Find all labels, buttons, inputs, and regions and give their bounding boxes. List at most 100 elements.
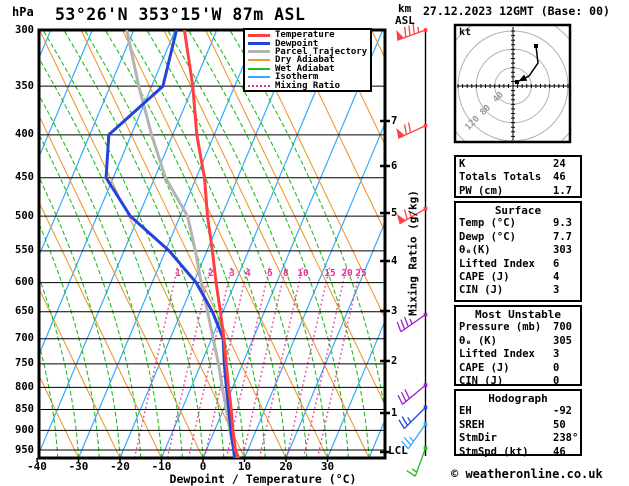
- km-tick-label: 6: [391, 159, 398, 172]
- panel-row-value: 0: [553, 361, 560, 374]
- wet-adiabat-line: [39, 222, 100, 458]
- isotherm-line: [202, 30, 384, 458]
- chart-background: [39, 30, 629, 458]
- panel-row: PW (cm) 1.7: [459, 185, 577, 198]
- panel-row-label: θₑ (K): [459, 334, 497, 347]
- temperature-tick-label: 10: [237, 460, 252, 473]
- dewpoint-curve: [104, 30, 236, 458]
- wet-adiabat-line: [84, 30, 246, 458]
- wet-adiabat-line: [39, 175, 121, 458]
- panel-row-value: 238°: [553, 432, 579, 445]
- mixing-ratio-value-label: 25: [355, 268, 367, 279]
- panel-row-label: StmSpd (kt): [459, 445, 529, 458]
- plot-frame: [37, 28, 387, 460]
- wind-barb: [396, 312, 428, 333]
- panel-row: CIN (J) 3: [459, 284, 577, 297]
- dry-adiabat-line: [246, 30, 385, 320]
- wet-adiabat-line: [125, 30, 287, 458]
- mixing-ratio-value-label: 5: [267, 268, 273, 279]
- panel-row-value: 4: [553, 270, 560, 283]
- panel-most-unstable: Most Unstable Pressure (mb) 700 θₑ (K) 305 Li…: [454, 305, 582, 387]
- temperature-tick-label: 20: [279, 460, 293, 473]
- dry-adiabat-line: [579, 30, 629, 458]
- panel-row-value: 303: [553, 244, 572, 257]
- panel-row: Totals Totals 46: [459, 171, 577, 184]
- panel-row: StmSpd (kt) 46: [459, 446, 577, 459]
- wet-adiabat-line: [167, 30, 329, 458]
- wet-adiabat-line: [39, 57, 183, 458]
- mixing-ratio-line: [285, 264, 331, 458]
- temperature-curve: [182, 30, 241, 458]
- mixing-ratio-value-label: 4: [245, 268, 251, 279]
- wind-barb: [396, 23, 428, 41]
- isotherm-line: [326, 319, 385, 458]
- x-axis-label: Dewpoint / Temperature (°C): [169, 472, 357, 486]
- mixing-ratio-line: [187, 264, 233, 458]
- wet-adiabat-line: [63, 30, 225, 458]
- panel-row: Dewp (°C) 7.7: [459, 231, 577, 244]
- hodograph-arrow: [518, 74, 528, 82]
- pressure-tick-label: 350: [15, 79, 34, 92]
- mixing-ratio-value-label: 10: [297, 268, 309, 279]
- km-tick-label: 2: [391, 354, 398, 367]
- panel-hodograph-stats: Hodograph EH -92 SREH 50 StmDir 238° StmSpd (kt…: [454, 389, 582, 459]
- hodograph-frame: [453, 23, 572, 144]
- pressure-tick-label: 750: [15, 357, 34, 370]
- panel-row: CAPE (J) 0: [459, 362, 577, 375]
- panel-row-value: 3: [553, 348, 560, 361]
- panel-row: θₑ (K) 305: [459, 335, 577, 348]
- pressure-tick-label: 650: [15, 305, 34, 318]
- legend-label: Dry Adiabat: [275, 55, 335, 66]
- panel-row: SREH 50: [459, 419, 577, 432]
- km-tick-label: 1: [391, 406, 398, 419]
- datetime-label: 27.12.2023 12GMT (Base: 00): [423, 4, 610, 18]
- isotherm-line: [39, 30, 93, 159]
- isotherm-line: [243, 121, 385, 458]
- temperature-tick-label: -20: [110, 460, 130, 473]
- wet-adiabat-line: [146, 30, 308, 458]
- panel-indices: K 24 Totals Totals 46 PW (cm) 1.7: [454, 155, 582, 198]
- dry-adiabat-line: [80, 30, 287, 458]
- panel-row-value: 46: [553, 171, 566, 184]
- mixing-ratio-axis-label: Mixing Ratio (g/kg): [406, 190, 420, 316]
- legend-label: Wet Adiabat: [275, 63, 335, 74]
- panel-row-value: 6: [553, 257, 560, 270]
- isotherm-line: [39, 30, 135, 258]
- panel-row-value: 700: [553, 321, 572, 334]
- dry-adiabat-line: [288, 30, 385, 233]
- wet-adiabat-line: [208, 30, 370, 458]
- dry-adiabat-line: [39, 287, 121, 458]
- legend-label: Dewpoint: [275, 38, 319, 49]
- km-tick-label: 3: [391, 304, 398, 317]
- pressure-tick-label: 400: [15, 128, 34, 141]
- panel-row-label: Totals Totals: [459, 171, 542, 184]
- isotherm-line: [285, 220, 385, 458]
- pressure-tick-label: 900: [15, 423, 34, 436]
- panel-row: EH -92: [459, 405, 577, 418]
- legend-label: Mixing Ratio: [275, 80, 341, 91]
- legend-label: Parcel Trajectory: [275, 46, 368, 57]
- wind-barb: [397, 383, 428, 405]
- panel-row-label: CAPE (J): [459, 270, 510, 283]
- legend-swatch: [248, 59, 270, 62]
- mixing-ratio-line: [302, 264, 348, 458]
- wet-adiabat-line: [39, 342, 59, 458]
- panel-row: Pressure (mb) 700: [459, 321, 577, 334]
- panel-header: Most Unstable: [474, 308, 562, 321]
- legend-item: Parcel Trajectory: [248, 46, 370, 57]
- pressure-tick-label: 500: [15, 209, 34, 222]
- isotherm-line: [160, 30, 342, 458]
- mixing-ratio-line: [241, 264, 287, 458]
- km-tick-label: 7: [391, 114, 398, 127]
- panel-row-label: Temp (°C): [459, 217, 516, 230]
- legend-swatch: [248, 84, 270, 87]
- panel-row-value: 50: [553, 418, 566, 431]
- panel-row: Lifted Index 3: [459, 348, 577, 361]
- panel-header: Surface: [494, 204, 542, 217]
- temperature-tick-label: -30: [68, 460, 89, 473]
- panel-row-value: 1.7: [553, 184, 572, 197]
- panel-row: StmDir 238°: [459, 432, 579, 445]
- panel-row-label: SREH: [459, 418, 485, 431]
- panel-row-label: K: [459, 158, 466, 170]
